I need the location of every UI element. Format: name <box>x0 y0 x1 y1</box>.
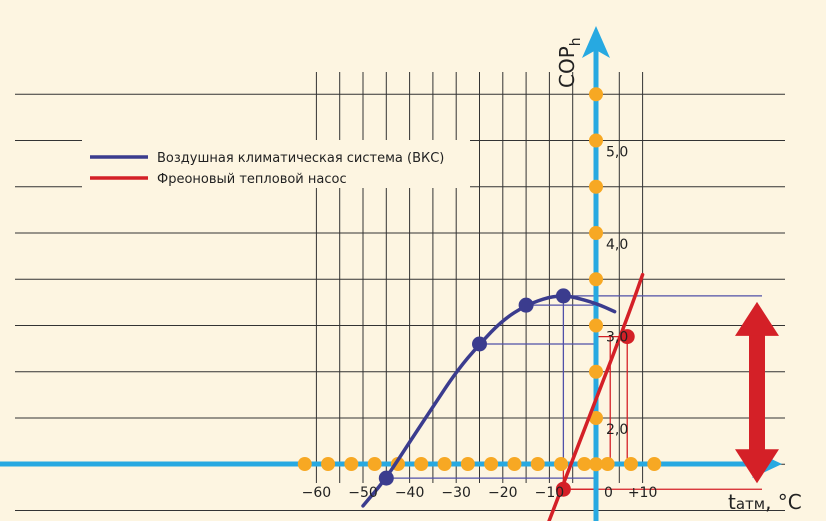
series-line-0 <box>363 296 615 506</box>
x-axis-dot <box>484 457 498 471</box>
x-tick-label: −10 <box>535 485 565 501</box>
y-tick-label: 5,0 <box>606 145 628 161</box>
series-point-0 <box>556 288 571 303</box>
y-axis-label-main: COP <box>555 46 579 88</box>
y-axis-dot <box>589 319 603 333</box>
x-tick-label: −50 <box>348 485 378 501</box>
x-axis-dot <box>298 457 312 471</box>
x-axis-dot <box>554 457 568 471</box>
series-point-0 <box>519 298 534 313</box>
x-axis-dot <box>531 457 545 471</box>
y-axis-dot <box>589 134 603 148</box>
y-axis-dot <box>589 272 603 286</box>
x-axis-dot <box>647 457 661 471</box>
gain-arrow <box>735 302 779 483</box>
x-tick-label: −40 <box>395 485 425 501</box>
y-tick-label: 3,0 <box>606 330 628 346</box>
x-tick-label: −30 <box>441 485 471 501</box>
legend: Воздушная климатическая система (ВКС) Фр… <box>82 140 470 188</box>
x-tick-label: +10 <box>628 485 658 501</box>
x-axis-dot <box>321 457 335 471</box>
series-point-0 <box>472 337 487 352</box>
series-point-0 <box>379 471 394 486</box>
gain-arrow-shaft <box>749 330 765 455</box>
y-axis-label-sub: h <box>568 37 584 46</box>
x-axis-dot <box>344 457 358 471</box>
x-axis-dot <box>461 457 475 471</box>
x-axis-label-main: t <box>728 490 736 514</box>
x-axis-dot <box>368 457 382 471</box>
y-tick-label: 4,0 <box>606 237 628 253</box>
legend-label-vks: Воздушная климатическая система (ВКС) <box>157 151 444 166</box>
x-axis-dot <box>414 457 428 471</box>
x-tick-label: −60 <box>302 485 332 501</box>
y-axis-dot <box>589 87 603 101</box>
x-axis-dot <box>507 457 521 471</box>
axes <box>0 26 782 521</box>
x-axis-dot <box>438 457 452 471</box>
x-axis-label-sub: атм <box>736 495 765 513</box>
legend-label-freon: Фреоновый тепловой насос <box>157 172 347 187</box>
x-tick-label: 0 <box>604 485 613 501</box>
x-axis-label-unit: , °C <box>765 490 802 514</box>
x-axis-dot <box>624 457 638 471</box>
y-axis-dot <box>589 226 603 240</box>
gain-arrow-head-top <box>735 302 779 336</box>
x-axis-label: tатм, °C <box>728 490 802 514</box>
grid <box>15 72 785 511</box>
y-axis-dot <box>589 180 603 194</box>
y-axis-label: COPh <box>555 37 584 88</box>
y-axis-dot <box>589 365 603 379</box>
x-tick-label: −20 <box>488 485 518 501</box>
y-tick-label: 2,0 <box>606 422 628 438</box>
y-axis-dot <box>589 457 603 471</box>
